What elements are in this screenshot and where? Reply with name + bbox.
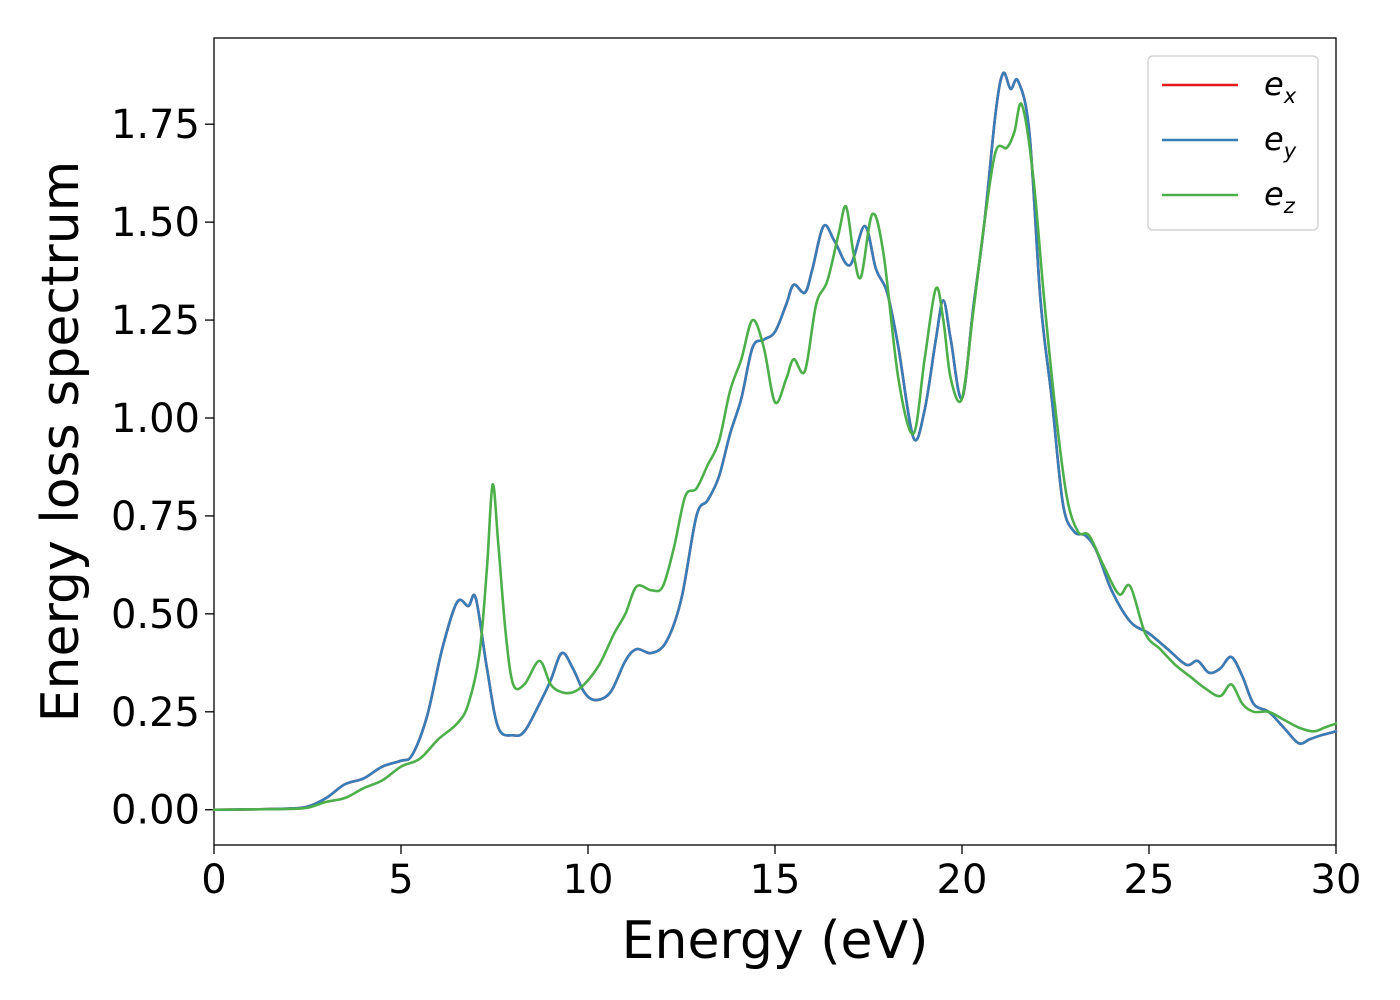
legend-label-subscript: x [1283, 84, 1297, 108]
x-tick-label: 0 [201, 857, 226, 903]
y-tick-label: 1.50 [111, 200, 200, 246]
legend-label-base: e [1264, 175, 1284, 213]
x-tick-label: 5 [388, 857, 413, 903]
legend-box [1147, 55, 1319, 231]
y-axis: 0.00 0.25 0.50 0.75 1.00 1.25 1.50 1.75 [111, 102, 214, 834]
y-axis-title: Energy loss spectrum [31, 161, 91, 723]
series-line-y [212, 71, 1338, 812]
legend-label-base: e [1264, 65, 1284, 103]
legend-label-x: ex [1264, 65, 1297, 108]
x-tick-label: 25 [1124, 857, 1175, 903]
y-tick-label: 1.75 [111, 102, 200, 148]
y-tick-label: 0.75 [111, 494, 200, 540]
series-layer [212, 71, 1338, 812]
x-axis: 0 5 10 15 20 25 30 [201, 845, 1361, 903]
x-tick-label: 10 [563, 857, 614, 903]
y-tick-label: 0.00 [111, 788, 200, 834]
y-tick-label: 0.25 [111, 690, 200, 736]
y-tick-label: 0.50 [111, 592, 200, 638]
plot-area: 0 5 10 15 20 25 30 0.00 0.25 0.50 0.75 1.00 1.25 1.5… [111, 37, 1361, 903]
y-tick-label: 1.25 [111, 298, 200, 344]
series-line-z [212, 102, 1338, 812]
x-tick-label: 20 [937, 857, 988, 903]
x-tick-label: 30 [1311, 857, 1362, 903]
legend-label-subscript: y [1283, 139, 1297, 163]
legend-label-base: e [1264, 120, 1284, 158]
legend-label-z: ez [1264, 175, 1296, 218]
y-tick-label: 1.00 [111, 396, 200, 442]
legend-label-subscript: z [1283, 194, 1296, 218]
legend-label-y: ey [1264, 120, 1297, 163]
x-axis-title: Energy (eV) [622, 911, 929, 971]
x-tick-label: 15 [750, 857, 801, 903]
